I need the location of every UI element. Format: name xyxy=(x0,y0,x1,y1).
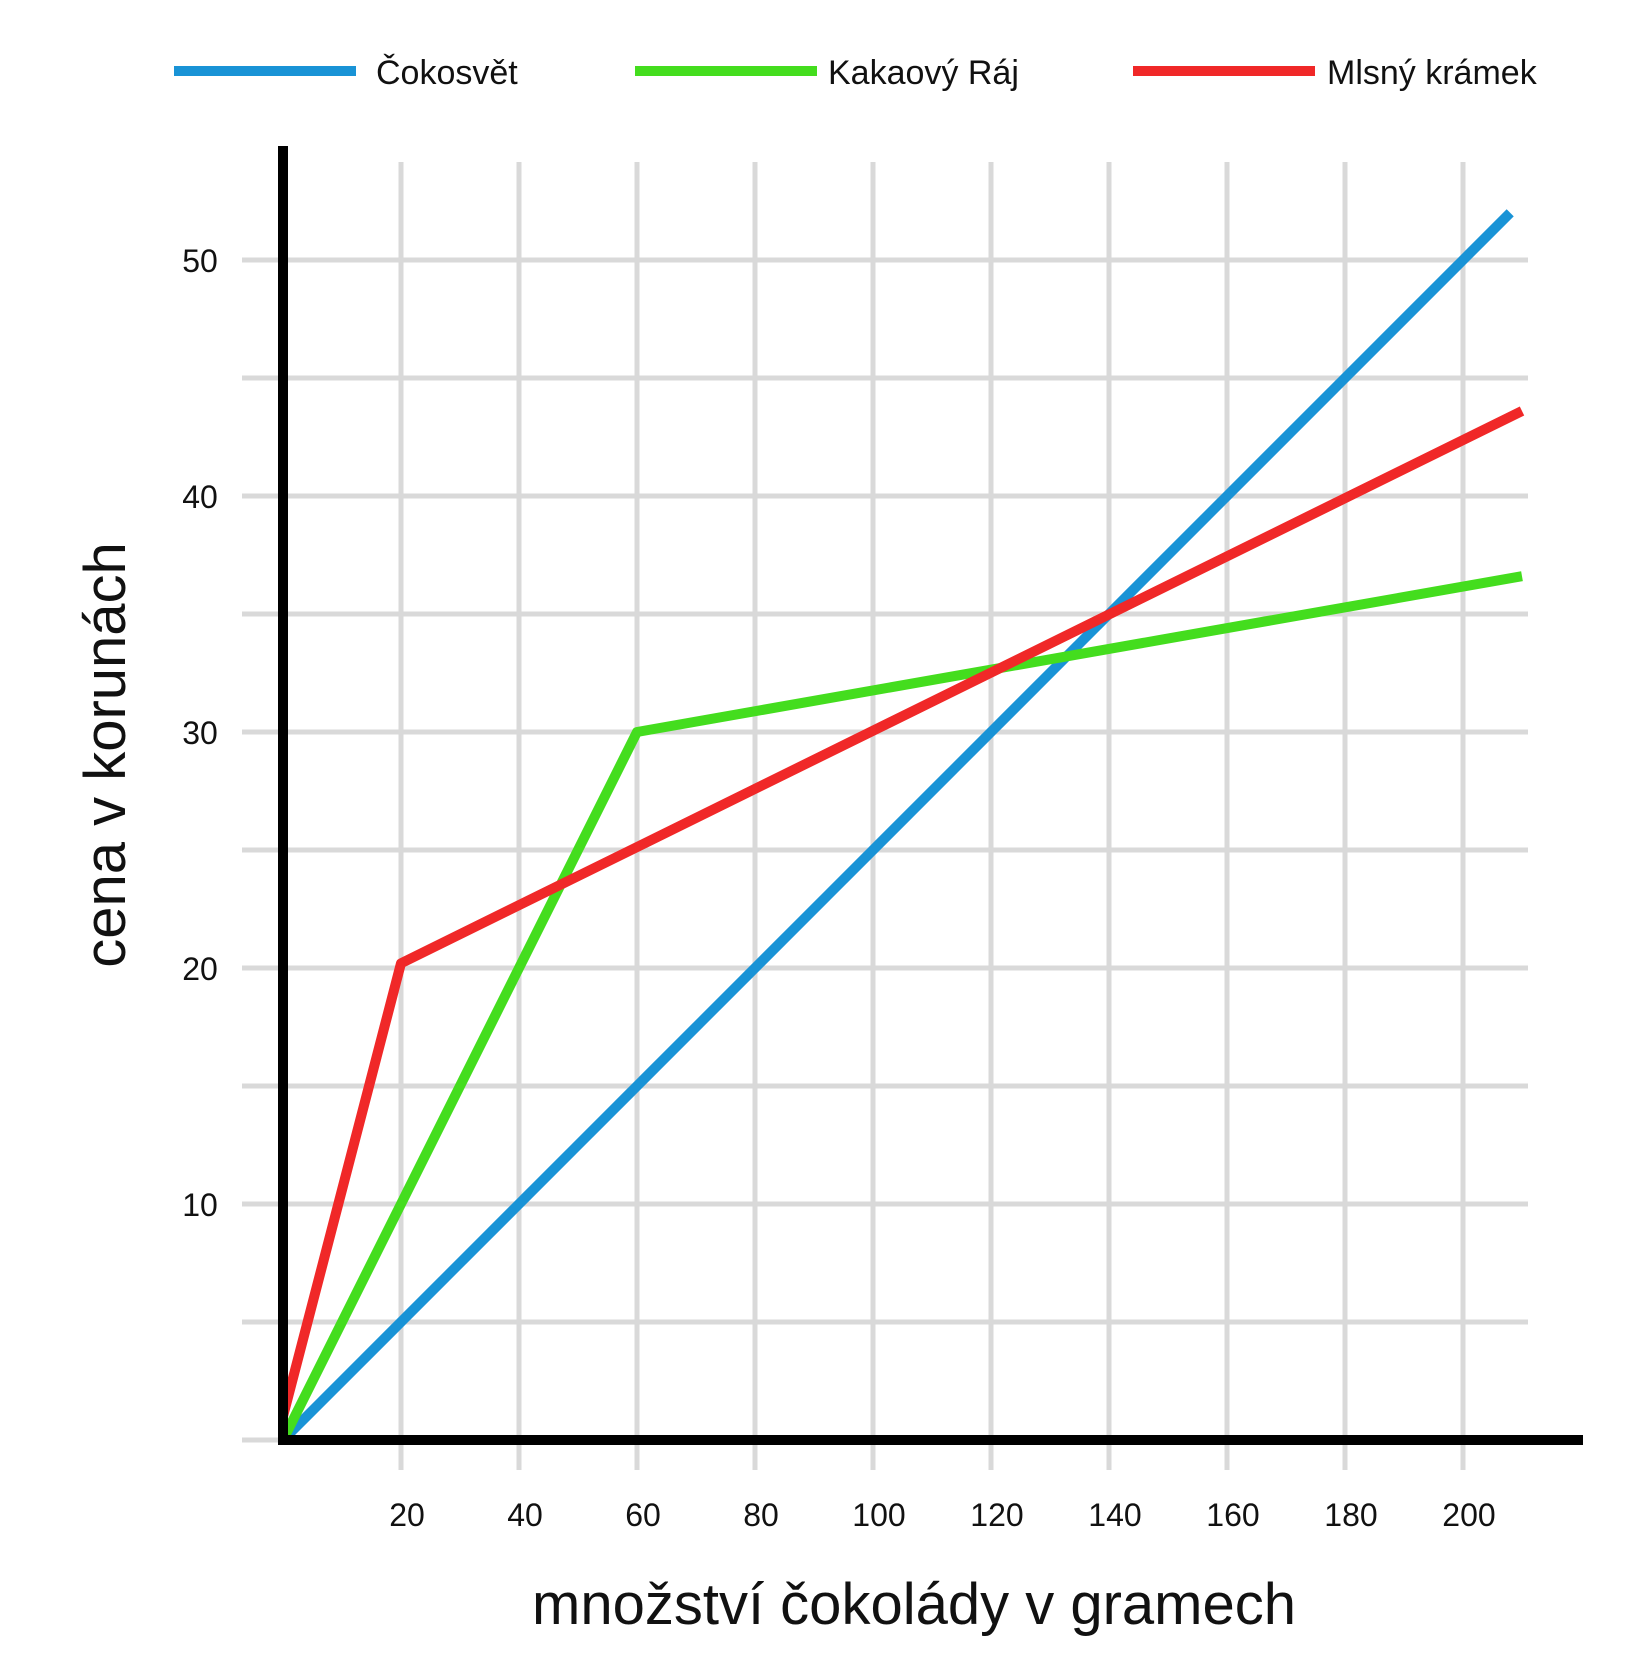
y-tick-label: 30 xyxy=(182,715,218,751)
x-tick-label: 60 xyxy=(625,1497,661,1533)
x-tick-label: 140 xyxy=(1088,1497,1141,1533)
x-tick-label: 80 xyxy=(743,1497,779,1533)
series-lines xyxy=(278,209,1525,1444)
x-tick-label: 100 xyxy=(852,1497,905,1533)
tick-labels: 20 40 60 80 100 120 140 160 180 200 10 20 30 40 50 xyxy=(182,243,1495,1533)
y-tick-label: 10 xyxy=(182,1187,218,1223)
y-tick-label: 50 xyxy=(182,243,218,279)
legend-label: Čokosvět xyxy=(376,54,518,92)
legend: Čokosvět Kakaový Ráj Mlsný krámek xyxy=(174,54,1538,92)
axes xyxy=(278,146,1583,1445)
series-line xyxy=(278,406,1525,1418)
y-tick-label: 20 xyxy=(182,951,218,987)
x-tick-label: 180 xyxy=(1324,1497,1377,1533)
x-tick-label: 20 xyxy=(389,1497,425,1533)
legend-label: Kakaový Ráj xyxy=(828,54,1019,92)
x-tick-label: 200 xyxy=(1442,1497,1495,1533)
y-axis-title: cena v korunách xyxy=(73,542,138,968)
x-tick-label: 160 xyxy=(1206,1497,1259,1533)
series-line xyxy=(279,209,1514,1444)
x-axis-title: množství čokolády v gramech xyxy=(532,1572,1296,1637)
y-tick-label: 40 xyxy=(182,479,218,515)
x-tick-label: 40 xyxy=(507,1497,543,1533)
series-line xyxy=(278,571,1523,1443)
legend-label: Mlsný krámek xyxy=(1327,54,1538,92)
x-tick-label: 120 xyxy=(970,1497,1023,1533)
grid-lines xyxy=(242,162,1528,1470)
